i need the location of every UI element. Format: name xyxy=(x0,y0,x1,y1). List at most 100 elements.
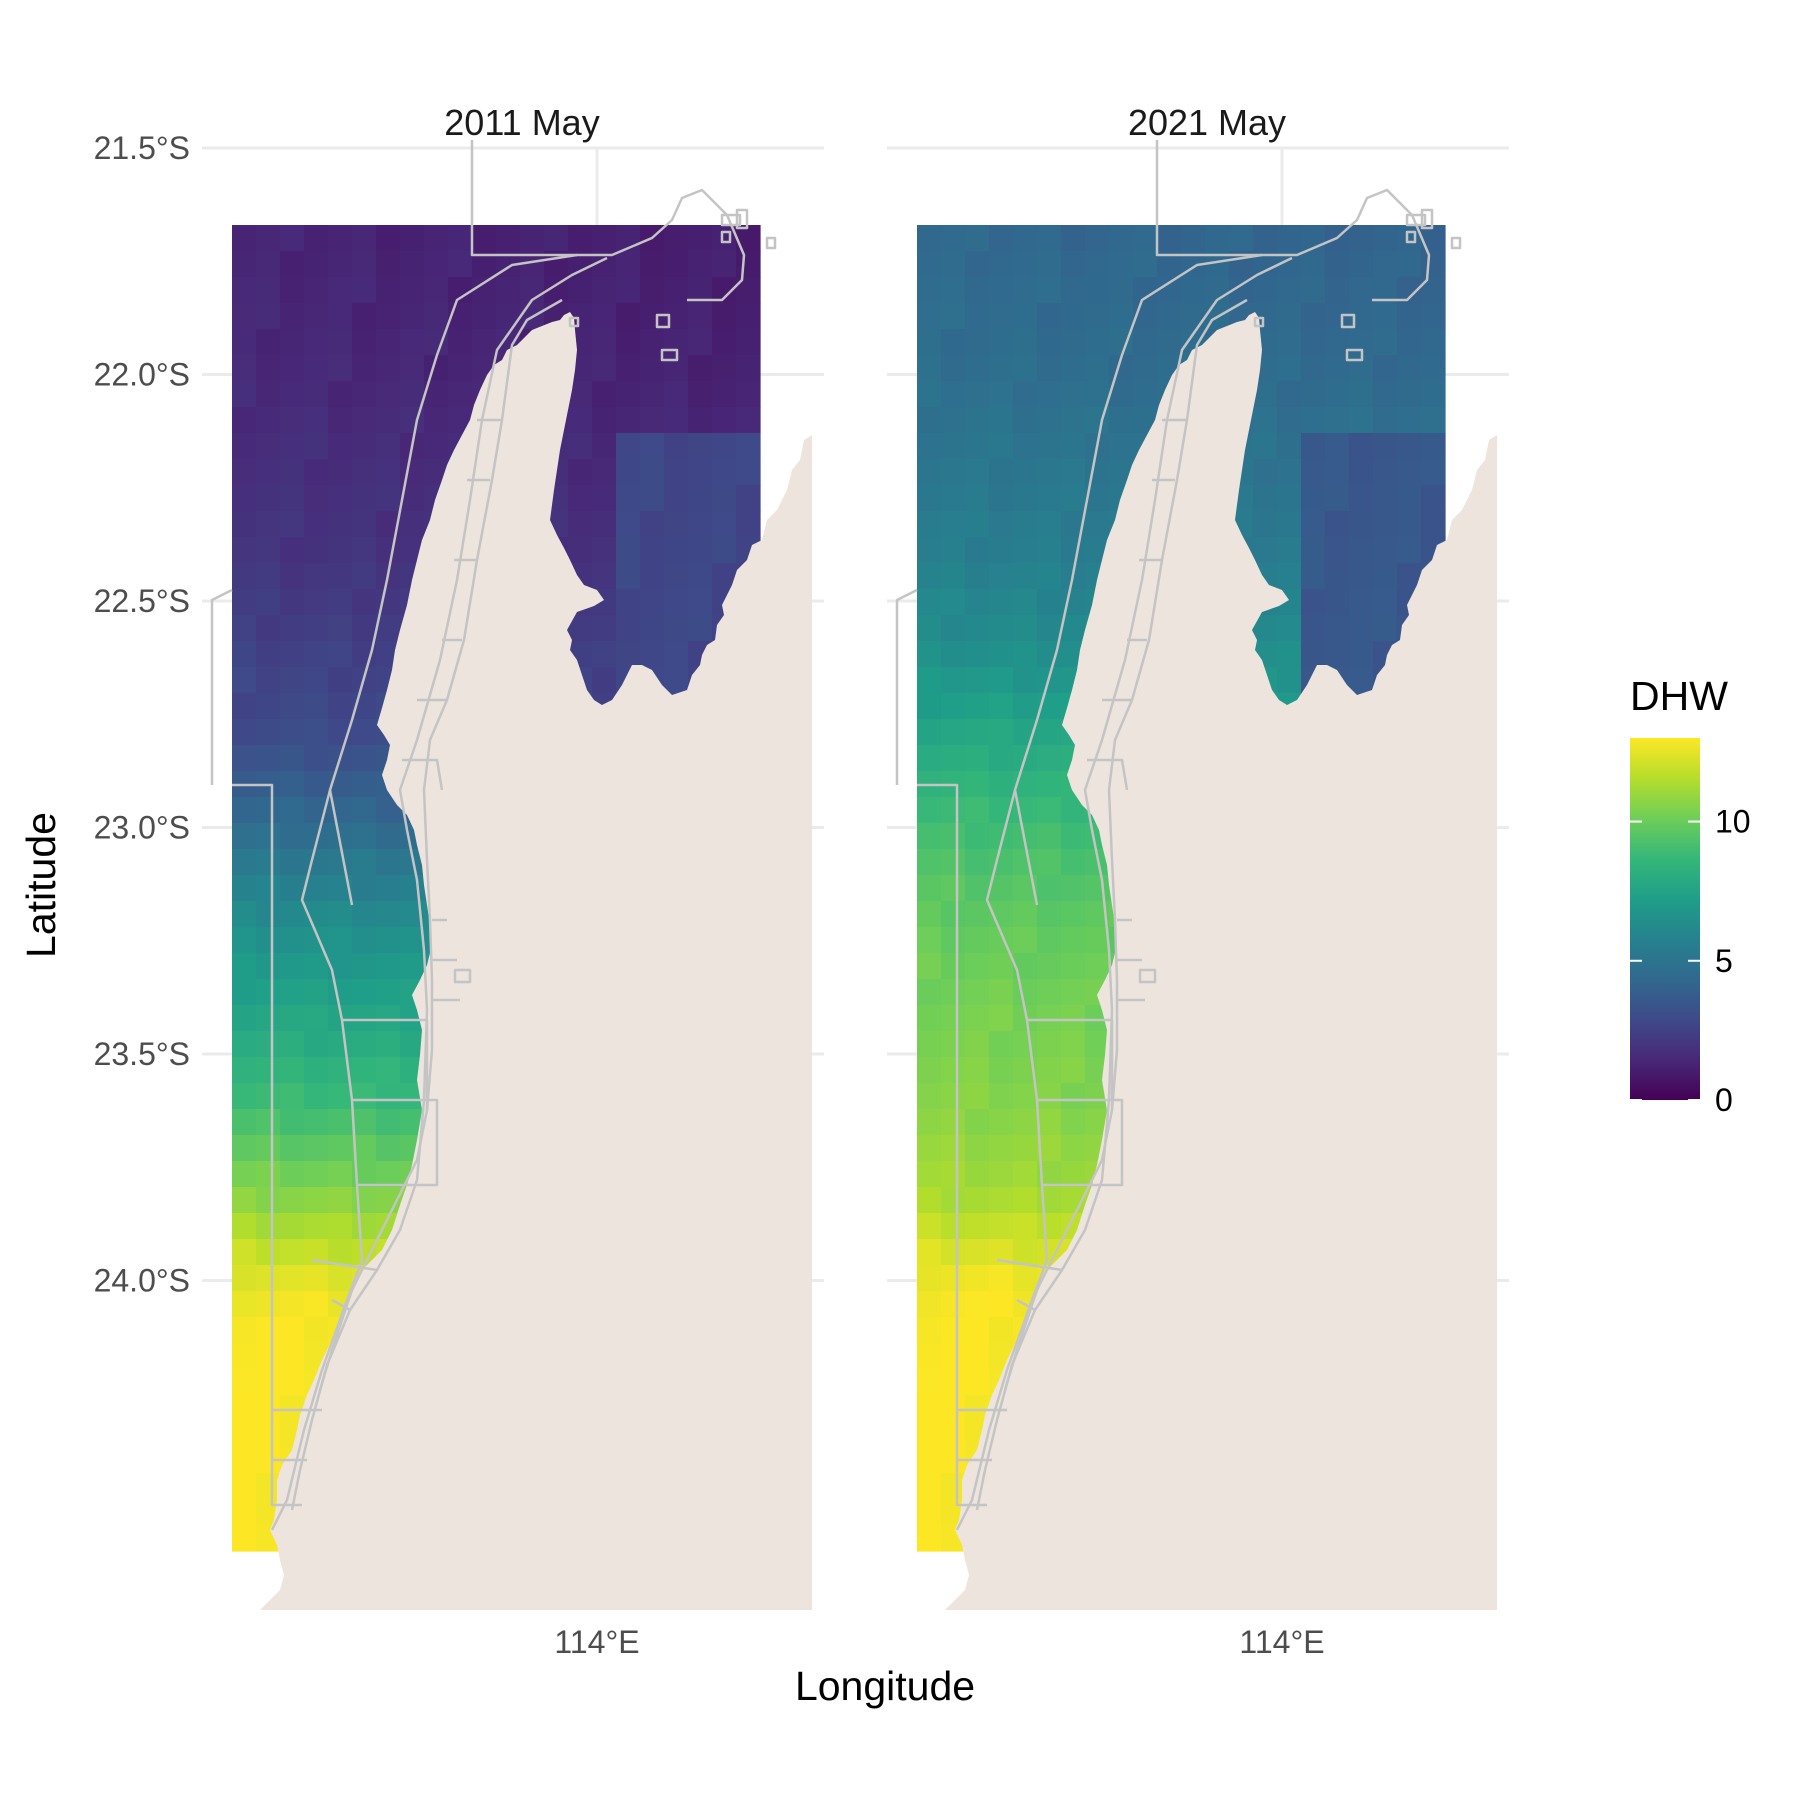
dhw-cell xyxy=(965,1343,990,1370)
dhw-cell xyxy=(1349,615,1374,642)
dhw-cell xyxy=(1013,277,1038,304)
dhw-cell xyxy=(736,433,761,460)
marine-park-boundaries xyxy=(895,140,1462,1531)
boundary-line xyxy=(1013,789,1039,906)
dhw-legend: DHW 0 5 10 xyxy=(1630,673,1751,1118)
dhw-cell xyxy=(376,875,401,902)
dhw-cell xyxy=(352,823,377,850)
dhw-cell xyxy=(352,225,377,252)
dhw-cell xyxy=(1373,459,1398,486)
dhw-cell xyxy=(328,1187,353,1214)
dhw-cell xyxy=(1013,1265,1038,1292)
dhw-cell xyxy=(965,485,990,512)
boundary-line xyxy=(232,783,302,1507)
dhw-cell xyxy=(1013,511,1038,538)
dhw-cell xyxy=(688,589,713,616)
dhw-cell xyxy=(232,433,257,460)
dhw-cell xyxy=(965,1005,990,1032)
dhw-cell xyxy=(989,641,1014,668)
dhw-cell xyxy=(965,1057,990,1084)
dhw-cell xyxy=(736,329,761,356)
dhw-cell xyxy=(965,563,990,590)
dhw-cell xyxy=(965,433,990,460)
dhw-cell xyxy=(941,641,966,668)
dhw-cell xyxy=(1421,407,1446,434)
dhw-cell xyxy=(941,615,966,642)
dhw-cell xyxy=(640,407,665,434)
dhw-cell xyxy=(1373,511,1398,538)
dhw-cell xyxy=(376,225,401,252)
boundary-zone xyxy=(1138,968,1157,984)
dhw-cell xyxy=(1037,355,1062,382)
dhw-cell xyxy=(616,615,641,642)
dhw-cell xyxy=(256,251,281,278)
dhw-cell xyxy=(304,1187,329,1214)
dhw-cell xyxy=(1157,277,1182,304)
dhw-cell xyxy=(304,953,329,980)
dhw-cell xyxy=(1301,251,1326,278)
dhw-cell xyxy=(256,1213,281,1240)
dhw-cell xyxy=(1253,225,1278,252)
dhw-cell xyxy=(1277,329,1302,356)
dhw-cell xyxy=(1277,225,1302,252)
boundary-zone xyxy=(1450,236,1462,250)
dhw-cell xyxy=(256,719,281,746)
boundary-line xyxy=(290,256,608,1511)
dhw-cell xyxy=(1349,225,1374,252)
dhw-cell xyxy=(1397,485,1422,512)
dhw-cell xyxy=(1061,537,1086,564)
dhw-cell xyxy=(1061,1109,1086,1136)
dhw-cell xyxy=(1061,355,1086,382)
dhw-cell xyxy=(304,537,329,564)
dhw-cell xyxy=(304,329,329,356)
dhw-cell xyxy=(400,875,425,902)
dhw-cell xyxy=(256,1317,281,1344)
dhw-cell xyxy=(232,329,257,356)
dhw-cell xyxy=(352,1213,377,1240)
boundary-line xyxy=(1117,918,1145,1002)
dhw-cell xyxy=(1205,225,1230,252)
dhw-cell xyxy=(304,979,329,1006)
dhw-cell xyxy=(1277,537,1302,564)
dhw-cell xyxy=(664,615,689,642)
dhw-cell xyxy=(280,1109,305,1136)
dhw-cell xyxy=(376,303,401,330)
dhw-cell xyxy=(1061,927,1086,954)
dhw-cell xyxy=(1061,277,1086,304)
dhw-cell xyxy=(1325,563,1350,590)
dhw-cell xyxy=(304,225,329,252)
dhw-cell xyxy=(1037,225,1062,252)
dhw-cell xyxy=(917,485,942,512)
dhw-cell xyxy=(712,537,737,564)
dhw-cell xyxy=(400,381,425,408)
dhw-cell xyxy=(616,563,641,590)
dhw-cell xyxy=(688,407,713,434)
dhw-cell xyxy=(352,303,377,330)
dhw-cell xyxy=(965,667,990,694)
dhw-cell xyxy=(1061,615,1086,642)
dhw-cell xyxy=(232,355,257,382)
dhw-cell xyxy=(989,953,1014,980)
dhw-cell xyxy=(1037,485,1062,512)
dhw-cell xyxy=(232,693,257,720)
dhw-cell xyxy=(328,1239,353,1266)
dhw-cell xyxy=(280,927,305,954)
dhw-cell xyxy=(1421,459,1446,486)
dhw-cell xyxy=(304,849,329,876)
dhw-cell xyxy=(1061,303,1086,330)
dhw-cell xyxy=(941,1317,966,1344)
dhw-cell xyxy=(256,1135,281,1162)
boundary-line xyxy=(210,588,233,785)
dhw-cell xyxy=(328,693,353,720)
dhw-cell xyxy=(1421,355,1446,382)
dhw-cell xyxy=(1037,797,1062,824)
dhw-cell xyxy=(941,1109,966,1136)
dhw-cell xyxy=(376,433,401,460)
dhw-cell xyxy=(232,1421,257,1448)
dhw-cell xyxy=(941,1395,966,1422)
dhw-cell xyxy=(1301,329,1326,356)
dhw-cell xyxy=(304,433,329,460)
dhw-cell xyxy=(688,485,713,512)
dhw-cell xyxy=(1325,407,1350,434)
dhw-cell xyxy=(1277,407,1302,434)
